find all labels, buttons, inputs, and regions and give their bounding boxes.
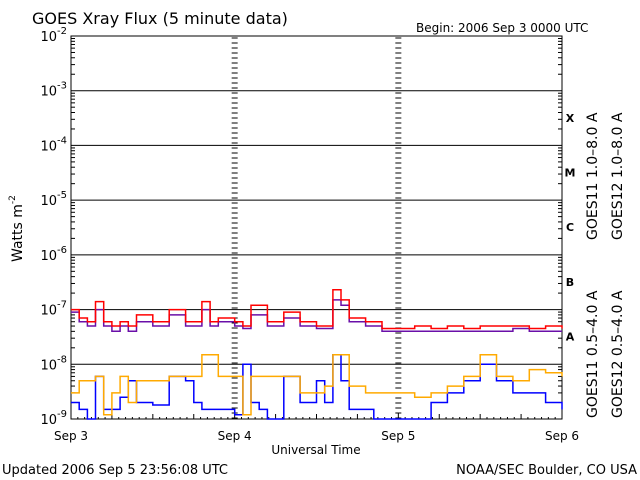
y-tick-exponent: -4 [57, 135, 67, 146]
y-tick-label: 10-9 [40, 409, 67, 428]
series-line [71, 289, 563, 330]
legend-item: GOES12 1.0–8.0 A [610, 112, 626, 240]
flare-class-labels: X M C B A [565, 112, 576, 344]
x-tick-labels: Sep 3 Sep 4 Sep 5 Sep 6 [54, 429, 579, 443]
x-tick-label: Sep 4 [218, 429, 252, 443]
y-tick-base: 10 [40, 85, 57, 100]
y-tick-label: 10-4 [40, 135, 67, 154]
series-lines [71, 289, 563, 420]
flare-class-label: M [565, 167, 576, 180]
legend-item: GOES11 1.0–8.0 A [585, 112, 601, 240]
y-tick-base: 10 [40, 249, 57, 264]
series-line [71, 353, 563, 416]
y-tick-labels: 10-210-310-410-510-610-710-810-9 [40, 26, 67, 428]
y-tick-exponent: -6 [57, 245, 67, 256]
series-line [71, 299, 562, 333]
y-tick-exponent: -5 [57, 190, 67, 201]
x-tick-label: Sep 6 [545, 429, 579, 443]
y-axis-label-base: Watts m [10, 204, 26, 262]
legend-label: GOES11 0.5–4.0 A [585, 290, 601, 418]
flare-class-label: B [566, 276, 574, 289]
flare-class-label: C [566, 221, 574, 234]
x-tick-label: Sep 5 [381, 429, 415, 443]
y-tick-label: 10-2 [40, 26, 67, 45]
flare-class-label: A [566, 331, 575, 344]
legend: GOES11 1.0–8.0 A GOES12 1.0–8.0 A GOES11 0… [585, 112, 626, 418]
y-tick-base: 10 [40, 194, 57, 209]
grid-lines [70, 37, 563, 419]
legend-item: GOES11 0.5–4.0 A [585, 290, 601, 418]
x-axis-label: Universal Time [271, 443, 360, 457]
y-tick-exponent: -9 [57, 409, 67, 420]
y-axis-label-exponent: -2 [8, 195, 18, 204]
y-tick-base: 10 [40, 139, 57, 154]
y-tick-label: 10-7 [40, 300, 67, 319]
legend-item: GOES12 0.5–4.0 A [610, 290, 626, 418]
legend-label: GOES11 1.0–8.0 A [585, 112, 601, 240]
flare-class-label: X [566, 112, 575, 125]
y-tick-exponent: -7 [57, 300, 67, 311]
begin-label: Begin: 2006 Sep 3 0000 UTC [416, 21, 588, 35]
y-tick-base: 10 [40, 30, 57, 45]
y-tick-label: 10-3 [40, 81, 67, 100]
updated-label: Updated 2006 Sep 5 23:56:08 UTC [2, 463, 228, 478]
y-tick-label: 10-6 [40, 245, 67, 264]
y-tick-base: 10 [40, 358, 57, 373]
y-tick-label: 10-5 [40, 190, 67, 209]
plot-area [70, 35, 563, 420]
legend-label: GOES12 1.0–8.0 A [610, 112, 626, 240]
y-tick-label: 10-8 [40, 354, 67, 373]
chart-title: GOES Xray Flux (5 minute data) [32, 9, 288, 28]
y-tick-base: 10 [40, 413, 57, 428]
x-tick-label: Sep 3 [54, 429, 88, 443]
y-tick-exponent: -2 [57, 26, 67, 37]
y-axis-label: Watts m-2 [8, 195, 26, 262]
y-tick-exponent: -3 [57, 81, 67, 92]
y-tick-base: 10 [40, 304, 57, 319]
legend-label: GOES12 0.5–4.0 A [610, 290, 626, 418]
y-axis-label-text: Watts m-2 [8, 195, 26, 262]
source-label: NOAA/SEC Boulder, CO USA [456, 463, 637, 478]
y-tick-exponent: -8 [57, 354, 67, 365]
